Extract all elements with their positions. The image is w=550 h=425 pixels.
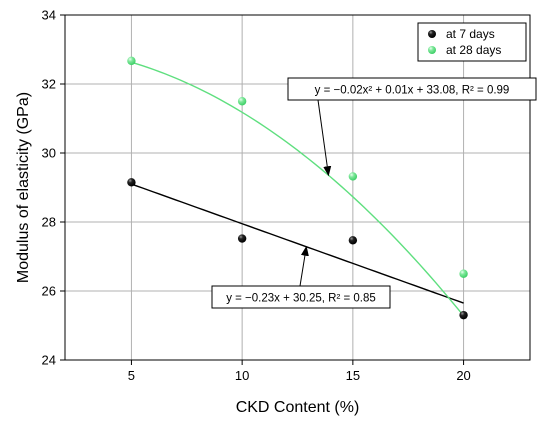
y-tick-label: 24: [42, 353, 56, 368]
data-points: [127, 56, 468, 320]
data-point-series-0: [348, 236, 358, 245]
x-tick-label: 20: [456, 368, 470, 383]
legend-box: [417, 22, 527, 62]
x-tick-label: 15: [346, 368, 360, 383]
data-point-series-1: [127, 56, 136, 66]
y-tick-label: 26: [42, 284, 56, 299]
data-point-series-1: [348, 172, 358, 181]
axis-ticks: 5 10 15 20 24 26 28 30 32 34: [42, 8, 471, 384]
legend-label: at 28 days: [446, 43, 501, 57]
legend: at 7 days at 28 days: [417, 22, 527, 62]
data-point-series-0: [459, 310, 468, 320]
data-point-series-1: [237, 97, 247, 106]
y-tick-label: 28: [42, 215, 56, 230]
trend-lines: [131, 61, 465, 317]
annotation-box: [211, 285, 391, 309]
annotation-arrow: [299, 245, 309, 287]
data-point-series-1: [459, 269, 468, 278]
annotation-arrow: [317, 99, 332, 177]
y-tick-label: 34: [42, 8, 56, 23]
x-tick-label: 10: [235, 368, 249, 383]
data-point-series-0: [237, 234, 247, 243]
y-tick-label: 30: [42, 146, 56, 161]
fit-line-series-1: [131, 61, 465, 317]
legend-marker: [428, 46, 436, 54]
legend-label: at 7 days: [446, 27, 495, 41]
y-axis-title: Modulus of elasticity (GPa): [15, 92, 32, 283]
plot-frame: [64, 14, 531, 361]
fit-annotations: y = −0.02x² + 0.01x + 33.08, R² = 0.99 y …: [211, 77, 537, 309]
fit-line-series-0: [131, 183, 464, 304]
data-point-series-0: [127, 178, 136, 187]
fit-equation: y = −0.02x² + 0.01x + 33.08, R² = 0.99: [315, 85, 510, 97]
y-tick-label: 32: [42, 77, 56, 92]
x-tick-label: 5: [128, 368, 135, 383]
annotation-box: [287, 77, 537, 101]
legend-marker: [428, 30, 436, 38]
x-axis-title: CKD Content (%): [236, 399, 360, 416]
fit-equation: y = −0.23x + 30.25, R² = 0.85: [226, 293, 376, 305]
